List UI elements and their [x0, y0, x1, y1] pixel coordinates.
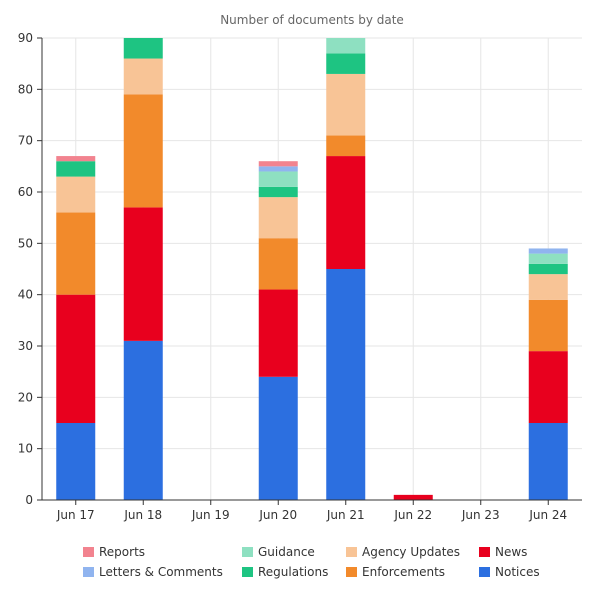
bar-segment-reports[interactable]: [56, 156, 96, 162]
x-tick-label: Jun 20: [258, 508, 297, 522]
y-tick-label: 40: [18, 288, 33, 302]
legend-label: Agency Updates: [362, 545, 460, 559]
y-tick-label: 10: [18, 442, 33, 456]
legend-swatch: [346, 547, 357, 557]
bar-segment-agency-updates[interactable]: [326, 73, 366, 136]
bar-segment-regulations[interactable]: [56, 161, 96, 177]
y-tick-label: 60: [18, 185, 33, 199]
y-tick-label: 0: [25, 493, 33, 507]
bar-segment-enforcements[interactable]: [528, 299, 568, 352]
grid-lines: [42, 37, 582, 501]
bar-segment-regulations[interactable]: [326, 53, 366, 74]
bar-segment-agency-updates[interactable]: [528, 274, 568, 300]
bar-segment-news[interactable]: [326, 156, 366, 269]
legend-swatch: [83, 547, 94, 557]
bar-segment-reports[interactable]: [258, 161, 298, 167]
legend-item-enforcements[interactable]: Enforcements: [346, 565, 445, 579]
y-tick-label: 30: [18, 339, 33, 353]
chart-title: Number of documents by date: [220, 13, 404, 27]
bar-segment-news[interactable]: [528, 351, 568, 423]
y-axis-ticks: 0 10 20 30 40 50 60 70 80 90: [18, 31, 42, 507]
y-tick-label: 80: [18, 82, 33, 96]
x-tick-label: Jun 17: [56, 508, 95, 522]
legend-swatch: [83, 567, 94, 577]
bar-segment-enforcements[interactable]: [258, 238, 298, 290]
legend-swatch: [479, 567, 490, 577]
x-tick-label: Jun 18: [123, 508, 162, 522]
bars: [56, 38, 568, 500]
bar-segment-guidance[interactable]: [258, 171, 298, 187]
legend-swatch: [346, 567, 357, 577]
legend-swatch: [479, 547, 490, 557]
x-tick-label: Jun 19: [191, 508, 230, 522]
x-tick-label: Jun 24: [528, 508, 567, 522]
bar-segment-notices[interactable]: [528, 423, 568, 500]
x-axis-ticks: Jun 17 Jun 18 Jun 19 Jun 20 Jun 21 Jun 22 Jun …: [56, 500, 567, 522]
bar-segment-guidance[interactable]: [326, 38, 366, 54]
y-tick-label: 70: [18, 134, 33, 148]
axes: [41, 38, 582, 501]
bar-segment-notices[interactable]: [123, 340, 163, 500]
legend-label: Reports: [99, 545, 145, 559]
x-tick-label: Jun 22: [393, 508, 432, 522]
bar-segment-news[interactable]: [123, 207, 163, 341]
y-tick-label: 90: [18, 31, 33, 45]
legend-label: Guidance: [258, 545, 315, 559]
bar-segment-guidance[interactable]: [528, 253, 568, 264]
bar-segment-agency-updates[interactable]: [123, 58, 163, 95]
bar-segment-news[interactable]: [393, 494, 433, 500]
legend-label: Letters & Comments: [99, 565, 223, 579]
bar-segment-enforcements[interactable]: [56, 212, 96, 295]
bar-segment-regulations[interactable]: [528, 263, 568, 275]
legend-swatch: [242, 567, 253, 577]
bar-segment-notices[interactable]: [258, 376, 298, 500]
y-tick-label: 20: [18, 390, 33, 404]
bar-segment-agency-updates[interactable]: [56, 176, 96, 213]
bar-segment-letters-comments[interactable]: [258, 166, 298, 172]
legend: Reports Guidance Agency Updates News Letters…: [83, 545, 540, 579]
legend-item-agency-updates[interactable]: Agency Updates: [346, 545, 460, 559]
bar-segment-enforcements[interactable]: [326, 135, 366, 157]
legend-item-regulations[interactable]: Regulations: [242, 565, 328, 579]
legend-label: Enforcements: [362, 565, 445, 579]
legend-label: Notices: [495, 565, 540, 579]
legend-item-reports[interactable]: Reports: [83, 545, 145, 559]
legend-swatch: [242, 547, 253, 557]
bar-segment-regulations[interactable]: [258, 186, 298, 198]
x-tick-label: Jun 21: [326, 508, 365, 522]
bar-segment-news[interactable]: [56, 294, 96, 423]
legend-item-guidance[interactable]: Guidance: [242, 545, 315, 559]
x-tick-label: Jun 23: [461, 508, 500, 522]
bar-segment-enforcements[interactable]: [123, 94, 163, 208]
y-tick-label: 50: [18, 236, 33, 250]
legend-label: Regulations: [258, 565, 328, 579]
legend-item-notices[interactable]: Notices: [479, 565, 540, 579]
legend-item-letters-comments[interactable]: Letters & Comments: [83, 565, 223, 579]
legend-item-news[interactable]: News: [479, 545, 527, 559]
legend-label: News: [495, 545, 527, 559]
bar-segment-news[interactable]: [258, 289, 298, 377]
bar-segment-letters-comments[interactable]: [528, 248, 568, 254]
bar-segment-agency-updates[interactable]: [258, 197, 298, 239]
bar-segment-notices[interactable]: [326, 269, 366, 500]
bar-segment-regulations[interactable]: [123, 38, 163, 59]
bar-segment-notices[interactable]: [56, 423, 96, 500]
